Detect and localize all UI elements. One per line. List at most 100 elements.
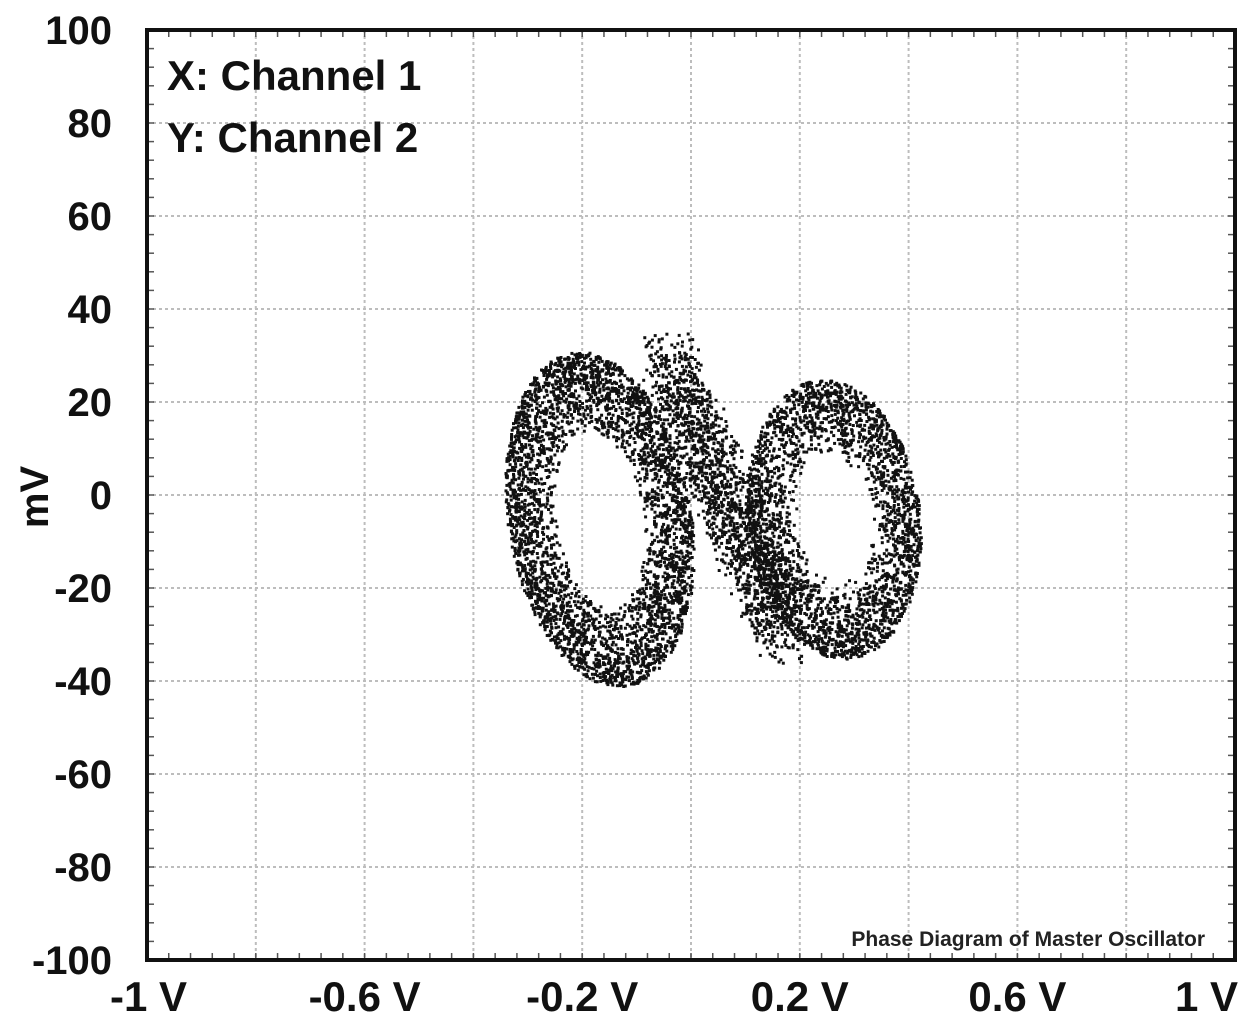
scatter-point-4764 xyxy=(845,400,849,404)
scatter-point-3406 xyxy=(597,658,601,662)
scatter-point-1591 xyxy=(658,631,662,635)
scatter-point-4550 xyxy=(873,517,876,521)
scatter-point-2178 xyxy=(558,438,561,442)
scatter-point-3185 xyxy=(529,560,533,564)
scatter-point-4719 xyxy=(895,571,899,575)
scatter-point-3902 xyxy=(774,493,778,497)
scatter-point-215 xyxy=(552,635,556,639)
scatter-point-1412 xyxy=(626,395,629,399)
scatter-point-3703 xyxy=(885,636,889,639)
scatter-point-2648 xyxy=(640,591,644,595)
scatter-point-1305 xyxy=(582,429,586,433)
scatter-point-946 xyxy=(625,455,629,459)
scatter-point-2411 xyxy=(657,456,660,460)
scatter-point-2135 xyxy=(643,458,647,462)
scatter-point-2260 xyxy=(542,591,546,595)
scatter-point-1609 xyxy=(685,606,689,609)
scatter-point-1238 xyxy=(554,566,557,570)
scatter-point-2726 xyxy=(529,495,533,499)
scatter-point-4386 xyxy=(870,544,874,548)
scatter-point-1879 xyxy=(549,504,553,508)
scatter-point-1541 xyxy=(541,531,545,534)
scatter-point-1872 xyxy=(544,406,548,410)
scatter-point-1845 xyxy=(521,447,525,451)
scatter-point-1978 xyxy=(658,414,661,418)
scatter-point-666 xyxy=(656,463,660,467)
scatter-point-1708 xyxy=(666,585,670,589)
scatter-point-3877 xyxy=(894,600,898,604)
scatter-point-701 xyxy=(547,634,551,638)
scatter-point-672 xyxy=(643,476,647,479)
scatter-point-2572 xyxy=(685,565,689,569)
scatter-point-2524 xyxy=(552,440,556,444)
scatter-point-2101 xyxy=(576,638,580,642)
scatter-point-4432 xyxy=(914,559,918,563)
scatter-point-1815 xyxy=(637,423,641,427)
scatter-point-327 xyxy=(661,551,664,555)
scatter-point-2747 xyxy=(663,630,667,634)
scatter-point-722 xyxy=(575,637,579,640)
scatter-point-605 xyxy=(554,588,558,592)
scatter-point-1759 xyxy=(662,588,666,592)
scatter-point-338 xyxy=(625,420,629,424)
scatter-point-2967 xyxy=(527,453,531,457)
scatter-point-3392 xyxy=(661,609,665,613)
scatter-point-4156 xyxy=(875,471,879,475)
scatter-point-1124 xyxy=(595,669,599,673)
scatter-point-1248 xyxy=(653,461,657,465)
scatter-point-2303 xyxy=(574,583,578,587)
scatter-point-4343 xyxy=(805,393,808,397)
scatter-point-286 xyxy=(648,405,652,409)
scatter-point-3436 xyxy=(635,426,639,430)
scatter-point-4188 xyxy=(790,612,794,616)
scatter-point-2275 xyxy=(584,354,588,358)
scatter-point-2184 xyxy=(533,613,537,617)
scatter-point-2016 xyxy=(608,630,612,634)
scatter-point-196 xyxy=(599,679,603,683)
scatter-point-687 xyxy=(539,580,543,584)
scatter-point-3649 xyxy=(819,434,823,438)
scatter-point-339 xyxy=(655,474,659,478)
scatter-point-2642 xyxy=(683,485,687,488)
scatter-point-227 xyxy=(606,621,609,625)
scatter-point-109 xyxy=(614,670,618,674)
scatter-point-601 xyxy=(635,597,639,601)
scatter-point-2912 xyxy=(628,609,631,613)
scatter-point-4622 xyxy=(867,591,871,595)
scatter-point-3335 xyxy=(533,528,537,532)
scatter-point-2237 xyxy=(542,424,546,428)
scatter-point-3238 xyxy=(606,615,610,619)
scatter-point-2945 xyxy=(651,444,654,448)
scatter-point-1718 xyxy=(529,563,533,567)
scatter-point-2330 xyxy=(514,552,518,555)
scatter-point-829 xyxy=(639,641,643,645)
scatter-point-3283 xyxy=(508,458,512,462)
scatter-point-708 xyxy=(549,455,553,459)
scatter-point-4479 xyxy=(906,537,910,541)
scatter-point-1046 xyxy=(526,550,530,554)
scatter-point-771 xyxy=(638,403,642,407)
scatter-point-4217 xyxy=(863,448,867,452)
scatter-point-4462 xyxy=(879,448,883,452)
scatter-point-1402 xyxy=(556,637,560,641)
scatter-point-1807 xyxy=(542,619,546,623)
scatter-point-4367 xyxy=(833,409,837,413)
scatter-point-3222 xyxy=(580,420,584,423)
scatter-point-2933 xyxy=(593,363,597,367)
scatter-point-1359 xyxy=(629,388,632,392)
scatter-point-1790 xyxy=(568,648,572,651)
scatter-point-3708 xyxy=(916,507,919,511)
scatter-point-2089 xyxy=(649,648,653,652)
scatter-point-3363 xyxy=(676,580,680,584)
scatter-point-618 xyxy=(582,627,586,631)
scatter-point-3624 xyxy=(874,598,878,602)
scatter-point-405 xyxy=(563,445,566,449)
scatter-point-4192 xyxy=(765,469,769,473)
scatter-point-1050 xyxy=(509,513,513,517)
scatter-point-718 xyxy=(510,428,514,432)
scatter-point-3166 xyxy=(635,644,639,648)
scatter-point-2579 xyxy=(535,415,539,418)
scatter-point-1855 xyxy=(540,541,544,545)
scatter-point-757 xyxy=(544,586,548,590)
scatter-point-1623 xyxy=(589,600,592,603)
